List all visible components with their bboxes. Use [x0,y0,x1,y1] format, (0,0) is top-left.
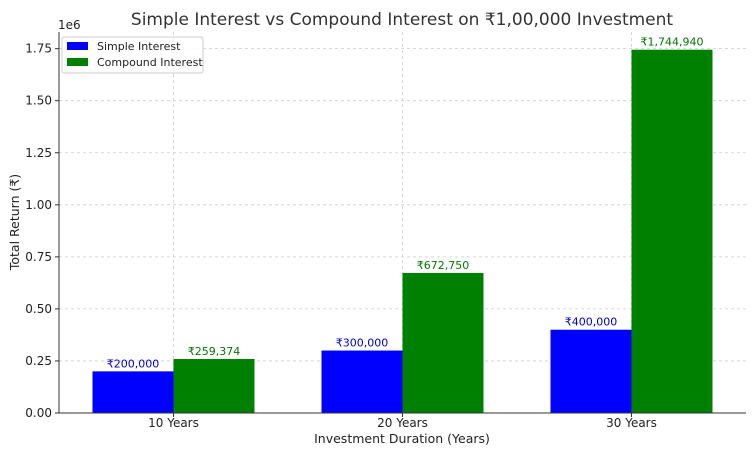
bar-compound-interest [402,272,484,413]
legend-swatch-compound-interest [67,58,88,66]
bar-simple-interest [550,329,632,413]
y-axis-title: Total Return (₹) [7,174,22,271]
y-tick-label: 0.75 [25,250,52,264]
y-tick-label: 0.50 [25,302,52,316]
data-label-simple-interest: ₹200,000 [107,357,160,370]
legend: Simple Interest Compound Interest [61,36,204,74]
data-label-compound-interest: ₹1,744,940 [641,36,704,49]
y-tick-label: 0.25 [25,354,52,368]
data-label-compound-interest: ₹672,750 [417,259,470,272]
x-tick-label: 10 Years [148,416,199,430]
legend-label-simple-interest: Simple Interest [97,40,181,53]
x-axis-title: Investment Duration (Years) [314,431,490,446]
y-axis-offset-label: 1e6 [58,18,81,32]
data-label-compound-interest: ₹259,374 [188,345,241,358]
y-tick-label: 1.25 [25,146,52,160]
bar-simple-interest [321,350,403,413]
x-tick-label: 20 Years [377,416,428,430]
bar-compound-interest [173,358,255,413]
data-labels: ₹200,000 ₹259,374 ₹300,000 ₹672,750 ₹400,000… [107,36,704,371]
bar-simple-interest [92,371,174,413]
legend-swatch-simple-interest [67,42,88,50]
bars [92,49,713,413]
chart-title: Simple Interest vs Compound Interest on … [131,10,673,30]
y-tick-label: 1.75 [25,42,52,56]
y-tick-label: 1.50 [25,94,52,108]
legend-frame [61,36,204,74]
y-tick-label: 1.00 [25,198,52,212]
y-tick-label: 0.00 [25,406,52,420]
data-label-simple-interest: ₹400,000 [565,316,618,329]
x-tick-label: 30 Years [606,416,657,430]
bar-compound-interest [631,49,713,413]
legend-label-compound-interest: Compound Interest [97,56,203,69]
ticks: 0.00 0.25 0.50 0.75 1.00 1.25 1.50 1.75 10 Years… [25,42,657,430]
data-label-simple-interest: ₹300,000 [336,337,389,350]
